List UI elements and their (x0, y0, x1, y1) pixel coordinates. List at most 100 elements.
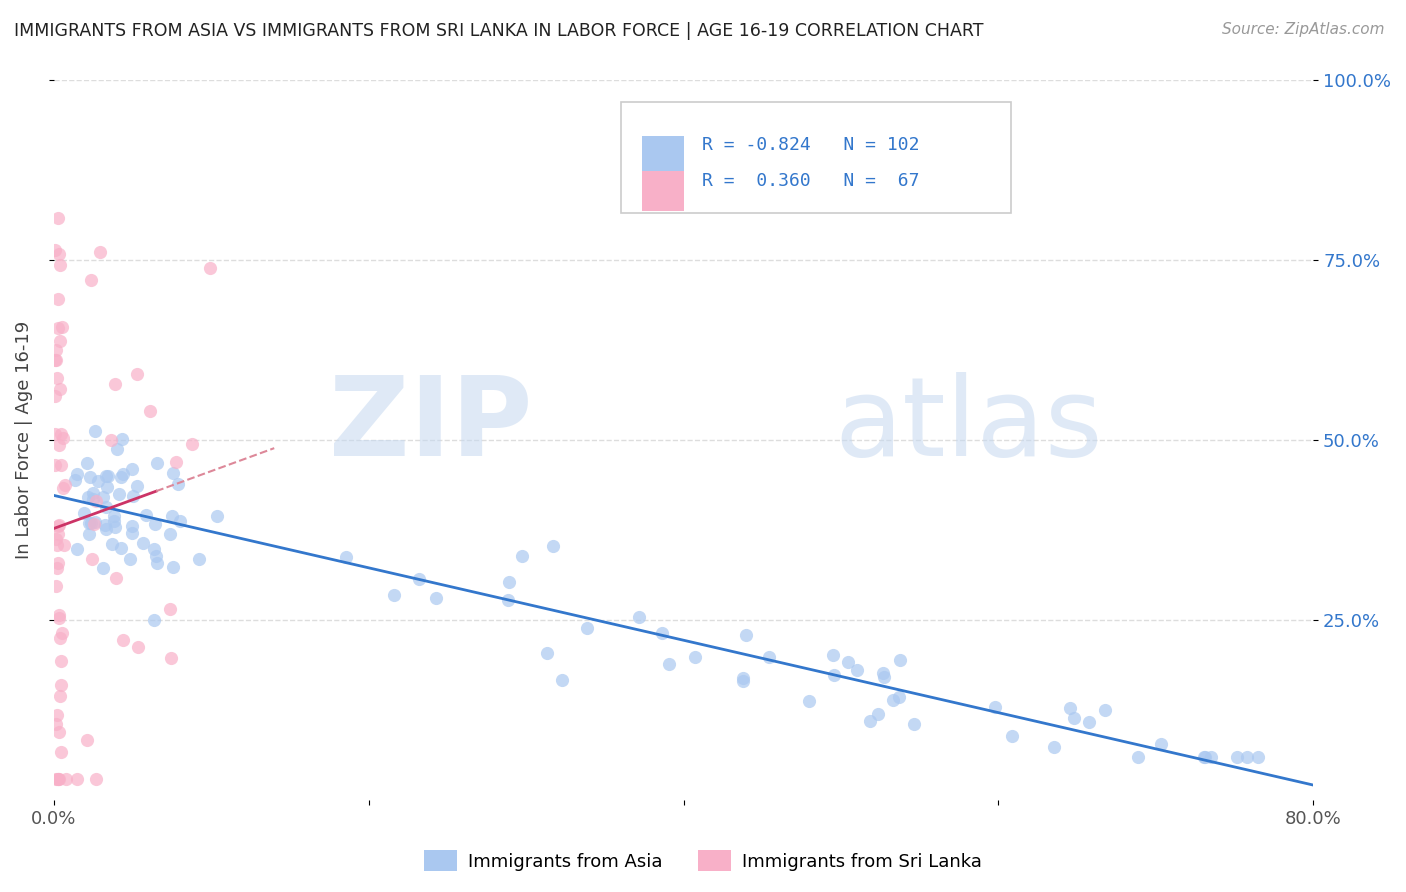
Point (49, 458, 72, 472)
Legend: Immigrants from Asia, Immigrants from Sri Lanka: Immigrants from Asia, Immigrants from Sr… (418, 843, 988, 879)
Point (139, 404, 162, 418)
Point (45, 538, 67, 552)
Point (110, 541, 132, 555)
Point (1194, 750, 1216, 764)
Point (903, 717, 925, 731)
Point (63, 473, 86, 487)
Point (628, 610, 651, 624)
Text: R = -0.824   N = 102: R = -0.824 N = 102 (703, 136, 920, 154)
Point (198, 261, 221, 276)
Point (49, 382, 72, 396)
Point (121, 526, 143, 541)
Point (44, 389, 66, 403)
Point (180, 437, 202, 451)
Point (159, 601, 181, 615)
Point (125, 479, 148, 493)
Point (1226, 750, 1249, 764)
Point (44, 427, 66, 442)
Point (1094, 703, 1116, 717)
Point (86, 494, 108, 508)
Text: IMMIGRANTS FROM ASIA VS IMMIGRANTS FROM SRI LANKA IN LABOR FORCE | AGE 16-19 COR: IMMIGRANTS FROM ASIA VS IMMIGRANTS FROM … (14, 22, 984, 40)
Point (550, 673, 572, 688)
Point (335, 549, 357, 564)
Point (1059, 701, 1081, 715)
Point (846, 663, 869, 677)
Point (45, 352, 67, 367)
Text: R =  0.360   N =  67: R = 0.360 N = 67 (703, 172, 920, 190)
Point (49, 631, 72, 645)
Point (872, 665, 894, 680)
Point (51, 320, 73, 334)
Point (45, 579, 67, 593)
Point (48, 334, 70, 348)
Point (46, 370, 69, 384)
Point (145, 549, 167, 564)
Point (143, 516, 166, 531)
Point (146, 556, 169, 570)
Point (127, 640, 149, 654)
Point (160, 508, 183, 523)
Point (120, 551, 142, 566)
Point (984, 700, 1007, 714)
Point (111, 432, 134, 446)
Point (51, 654, 73, 668)
Point (143, 541, 166, 556)
Point (685, 650, 707, 665)
Point (125, 367, 148, 381)
Point (84, 772, 107, 786)
Point (733, 674, 755, 689)
Point (82, 491, 104, 506)
Point (541, 539, 564, 553)
Point (83, 515, 105, 529)
Point (46, 772, 69, 786)
Point (1042, 739, 1064, 754)
Point (48, 247, 70, 261)
Point (76, 732, 98, 747)
Point (873, 670, 896, 684)
Point (46, 772, 69, 786)
Point (45, 532, 67, 546)
Point (96, 522, 118, 536)
Point (49, 426, 72, 441)
Point (94, 517, 117, 532)
Point (82, 552, 104, 566)
Point (86, 474, 108, 488)
Point (52, 431, 75, 445)
Point (1077, 714, 1099, 729)
Point (1150, 737, 1173, 751)
Point (103, 514, 125, 528)
FancyBboxPatch shape (643, 171, 683, 211)
Point (46, 292, 69, 306)
Text: Source: ZipAtlas.com: Source: ZipAtlas.com (1222, 22, 1385, 37)
Point (110, 470, 132, 484)
Point (135, 508, 157, 523)
Point (66, 541, 89, 556)
Point (658, 657, 681, 671)
Point (49, 689, 72, 703)
Point (1199, 750, 1222, 764)
Point (82, 486, 104, 500)
Point (48, 611, 70, 625)
Point (53, 477, 76, 491)
Point (45, 772, 67, 786)
Point (889, 653, 911, 667)
Point (76, 456, 98, 470)
Point (79, 273, 101, 287)
Point (46, 320, 69, 334)
Point (165, 455, 187, 469)
Point (49, 745, 72, 759)
Point (48, 526, 70, 541)
Point (496, 593, 519, 607)
Point (382, 588, 405, 602)
Point (66, 467, 89, 482)
Point (51, 625, 73, 640)
Point (121, 462, 143, 476)
Point (44, 353, 66, 368)
Point (104, 376, 127, 391)
Point (55, 772, 77, 786)
Point (79, 516, 101, 531)
Point (73, 507, 96, 521)
Point (510, 549, 533, 563)
Point (48, 438, 70, 452)
Point (1001, 729, 1024, 743)
